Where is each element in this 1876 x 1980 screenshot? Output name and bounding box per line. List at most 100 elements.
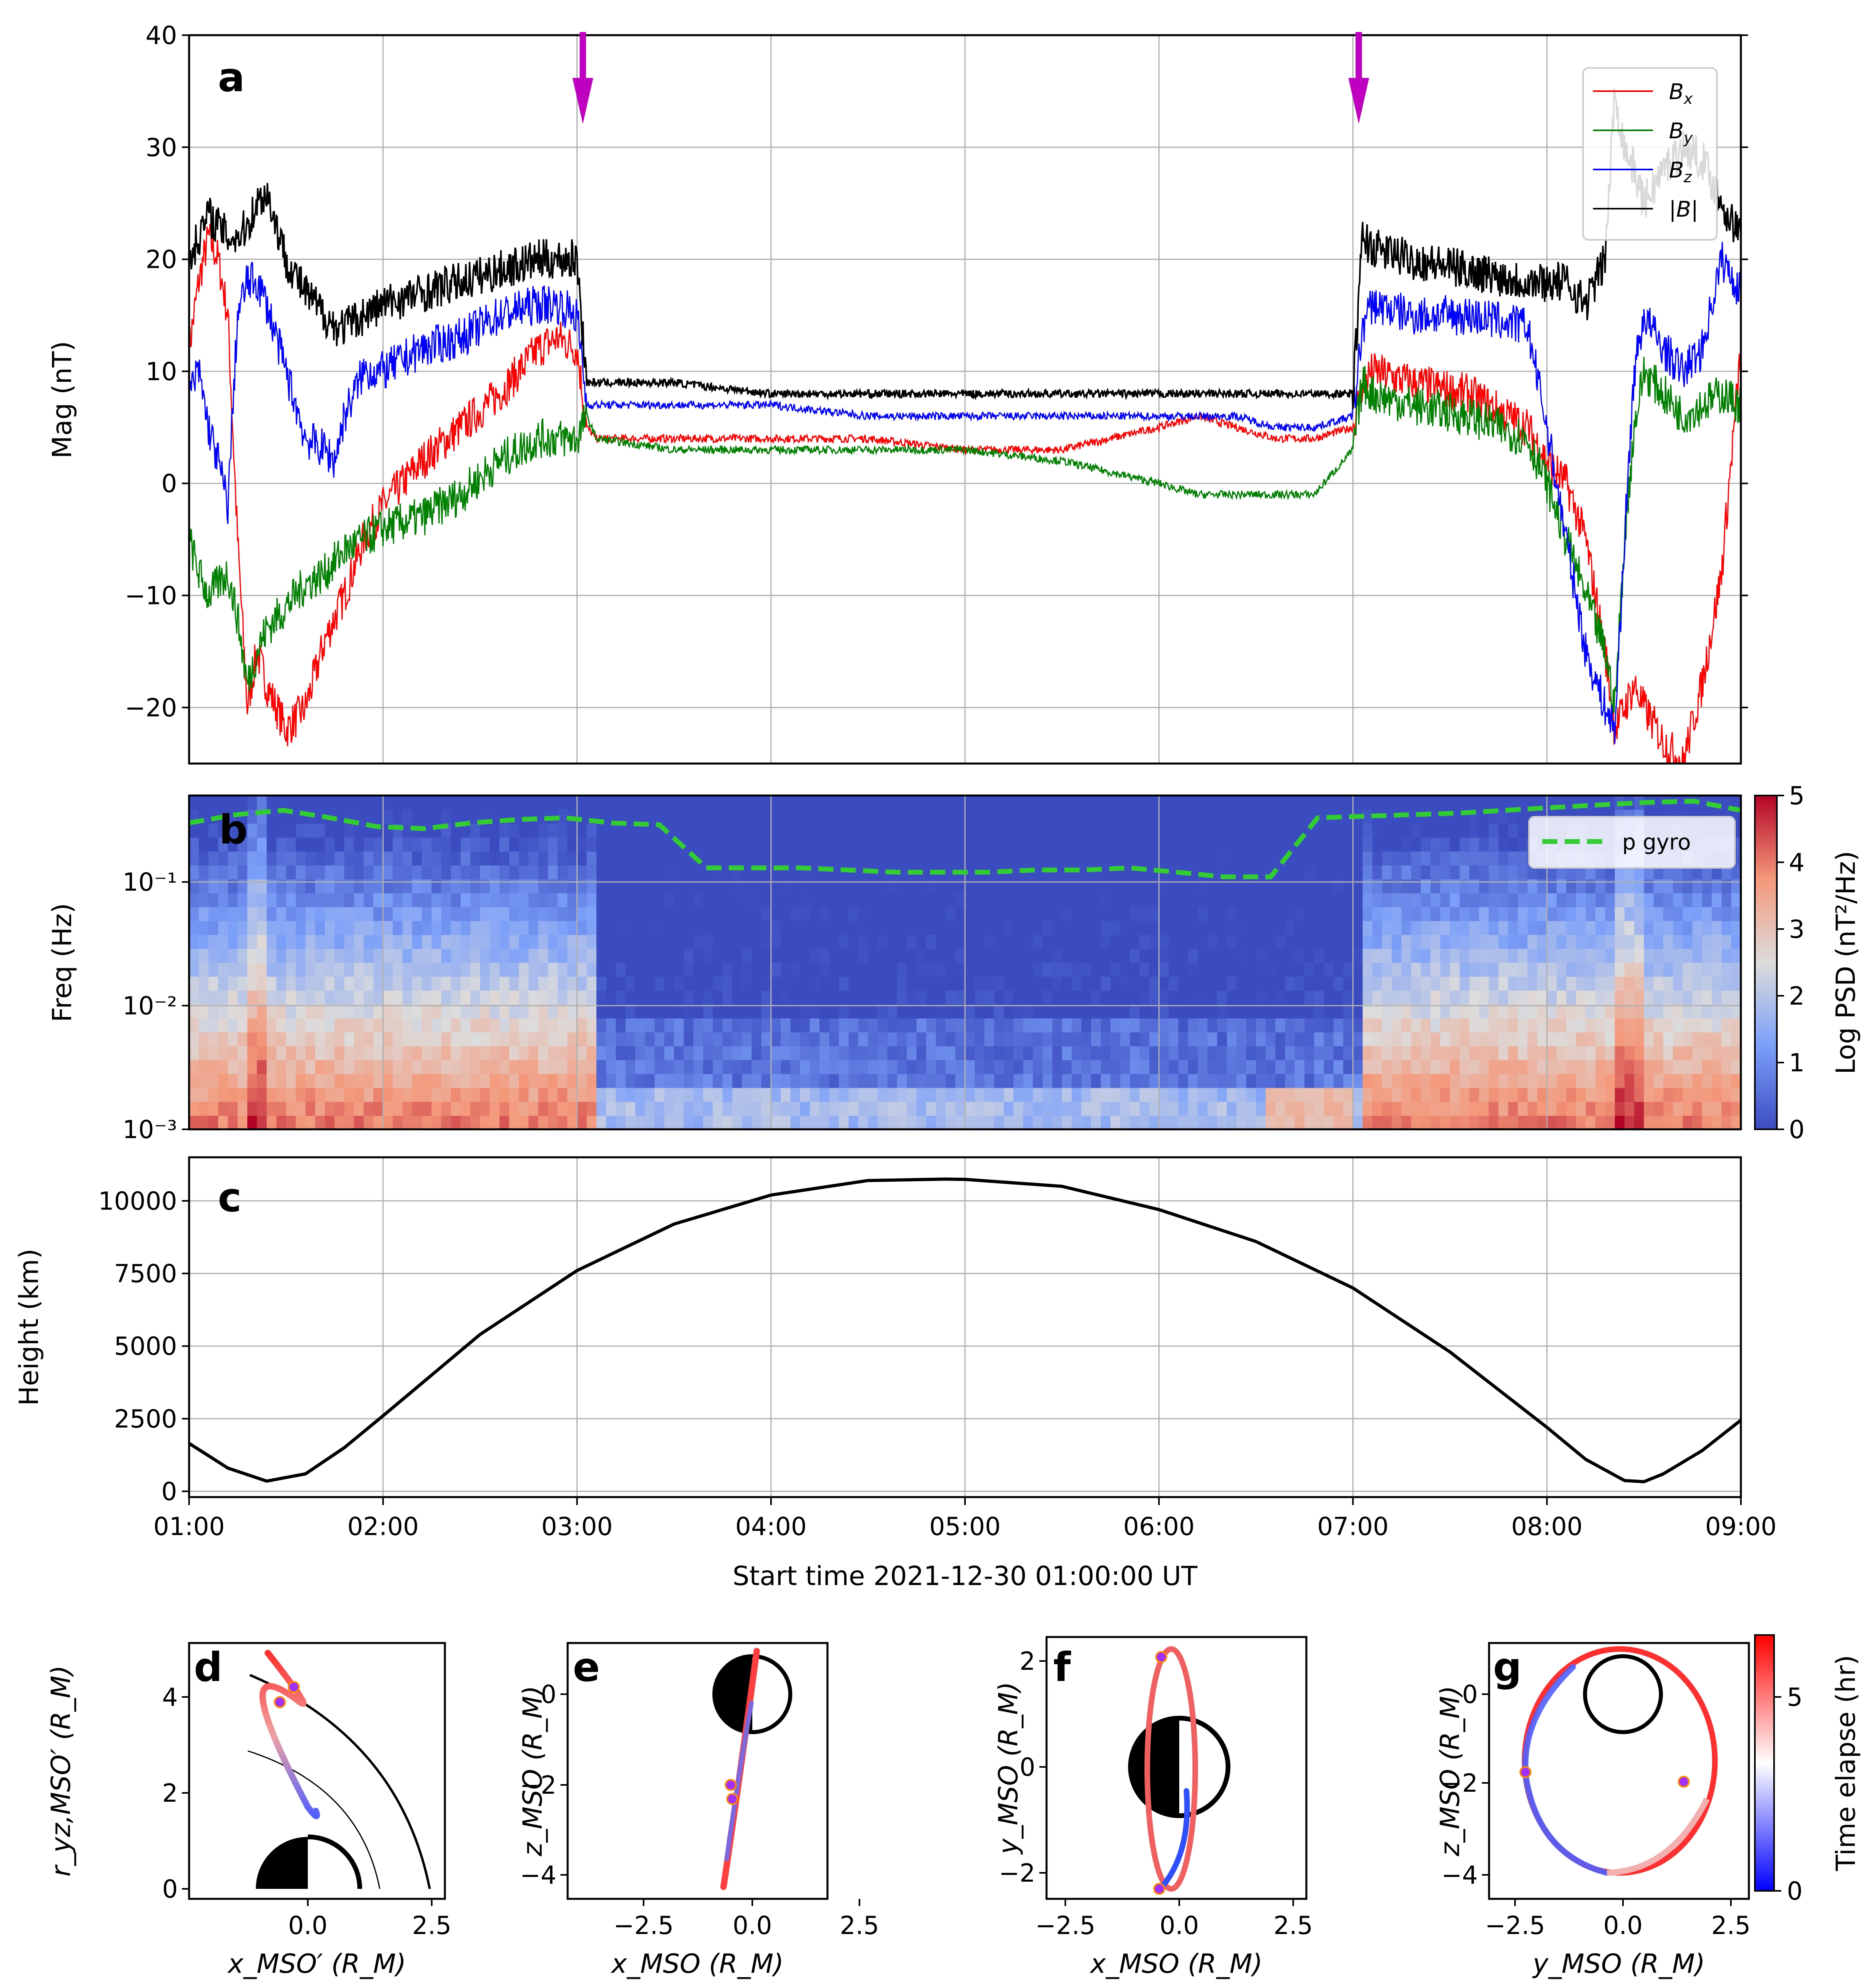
- psd-cell: [383, 976, 393, 991]
- psd-cell: [189, 1032, 199, 1047]
- psd-cell: [1489, 1060, 1499, 1074]
- psd-cell: [1266, 948, 1276, 963]
- psd-cell: [1401, 1060, 1412, 1074]
- psd-cell: [1324, 796, 1334, 810]
- psd-cell: [1644, 1101, 1654, 1116]
- psd-cell: [1013, 948, 1024, 963]
- psd-cell: [916, 823, 927, 838]
- psd-cell: [742, 837, 752, 852]
- psd-cell: [1479, 907, 1489, 921]
- psd-cell: [490, 962, 500, 977]
- psd-cell: [451, 879, 461, 893]
- psd-cell: [490, 1073, 500, 1088]
- psd-cell: [189, 948, 199, 963]
- psd-cell: [228, 837, 238, 852]
- psd-cell: [1489, 1073, 1499, 1088]
- psd-cell: [1683, 1032, 1693, 1047]
- psd-cell: [1033, 976, 1043, 991]
- psd-cell: [1130, 962, 1140, 977]
- psd-cell: [295, 1004, 306, 1019]
- psd-cell: [558, 837, 568, 852]
- psd-cell: [218, 948, 229, 963]
- psd-cell: [1479, 1060, 1489, 1074]
- psd-cell: [538, 1018, 548, 1033]
- psd-cell: [1043, 1073, 1053, 1088]
- psd-cell: [1236, 823, 1247, 838]
- psd-cell: [1421, 1073, 1431, 1088]
- psd-cell: [790, 921, 801, 935]
- psd-cell: [1576, 1101, 1586, 1116]
- psd-cell: [858, 934, 869, 949]
- psd-cell: [1362, 893, 1373, 907]
- psd-cell: [1566, 893, 1577, 907]
- psd-cell: [1712, 893, 1722, 907]
- psd-cell: [1188, 1087, 1198, 1102]
- psd-cell: [616, 976, 626, 991]
- psd-cell: [1168, 1046, 1179, 1061]
- psd-cell: [422, 990, 432, 1005]
- psd-cell: [325, 1004, 335, 1019]
- psd-cell: [1585, 921, 1596, 935]
- psd-cell: [412, 851, 423, 865]
- psd-cell: [586, 948, 597, 963]
- psd-cell: [781, 1018, 791, 1033]
- psd-cell: [848, 948, 859, 963]
- psd-cell: [829, 893, 839, 907]
- psd-cell: [1489, 907, 1499, 921]
- psd-cell: [1362, 1004, 1373, 1019]
- psd-cell: [518, 948, 529, 963]
- psd-cell: [1294, 948, 1305, 963]
- psd-cell: [1168, 907, 1179, 921]
- psd-cell: [819, 893, 830, 907]
- psd-cell: [237, 893, 248, 907]
- psd-cell: [325, 1115, 335, 1129]
- psd-cell: [994, 893, 1005, 907]
- psd-cell: [790, 990, 801, 1005]
- psd-cell: [518, 851, 529, 865]
- psd-cell: [1334, 1073, 1344, 1088]
- psd-cell: [344, 1046, 355, 1061]
- psd-cell: [752, 796, 762, 810]
- psd-cell: [781, 990, 791, 1005]
- psd-cell: [625, 1032, 636, 1047]
- psd-cell: [325, 907, 335, 921]
- psd-cell: [752, 1032, 762, 1047]
- psd-cell: [596, 1087, 607, 1102]
- psd-cell: [218, 907, 229, 921]
- psd-cell: [926, 1046, 937, 1061]
- psd-cell: [1294, 934, 1305, 949]
- psd-cell: [1091, 934, 1101, 949]
- psd-cell: [654, 921, 665, 935]
- psd-cell: [1498, 1073, 1509, 1088]
- psd-cell: [664, 879, 675, 893]
- psd-cell: [1314, 1087, 1324, 1102]
- psd-cell: [1692, 1073, 1703, 1088]
- psd-cell: [1605, 1046, 1615, 1061]
- psd-cell: [839, 1046, 849, 1061]
- psd-cell: [819, 934, 830, 949]
- psd-cell: [567, 976, 578, 991]
- psd-cell: [218, 1115, 229, 1129]
- psd-cell: [1382, 851, 1392, 865]
- psd-cell: [1411, 948, 1421, 963]
- psd-cell: [315, 1018, 325, 1033]
- psd-cell: [1362, 921, 1373, 935]
- psd-cell: [431, 893, 442, 907]
- psd-cell: [664, 976, 675, 991]
- psd-cell: [577, 796, 587, 810]
- psd-cell: [1430, 962, 1441, 977]
- panel-g: g −2.5 0.0 2.50−2−4 50 Time elapse (hr): [1441, 1634, 1861, 1940]
- psd-cell: [528, 976, 539, 991]
- psd-cell: [1178, 823, 1189, 838]
- psd-cell: [499, 879, 510, 893]
- psd-cell: [664, 907, 675, 921]
- psd-cell: [858, 976, 869, 991]
- psd-cell: [1624, 1115, 1635, 1129]
- psd-cell: [1100, 796, 1111, 810]
- psd-cell: [1334, 962, 1344, 977]
- psd-cell: [276, 1018, 287, 1033]
- psd-cell: [1421, 948, 1431, 963]
- psd-cell: [218, 796, 229, 810]
- psd-cell: [877, 879, 888, 893]
- psd-cell: [1314, 837, 1324, 852]
